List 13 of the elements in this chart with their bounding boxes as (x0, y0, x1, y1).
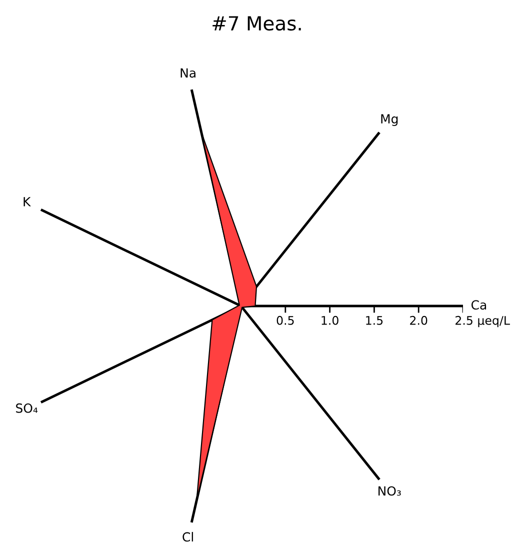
y-tick-label: 2.0 (410, 316, 428, 325)
chart-title: #7 Meas. (212, 16, 301, 31)
y-tick-label: 2.5 µeq/L (456, 316, 510, 328)
spoke-label: Na (180, 68, 196, 78)
y-tick-label: 1.0 (322, 316, 338, 325)
y-tick-label: 0.5 (276, 316, 294, 325)
spoke-label: NO₃ (378, 486, 401, 496)
spoke-label: Ca (471, 300, 486, 310)
spoke-label: K (24, 197, 31, 206)
y-tick-label: 1.5 (366, 316, 383, 325)
spoke-label: Mg (381, 114, 398, 126)
spoke-label: Cl (182, 532, 193, 542)
spoke-label: SO₄ (16, 403, 38, 413)
